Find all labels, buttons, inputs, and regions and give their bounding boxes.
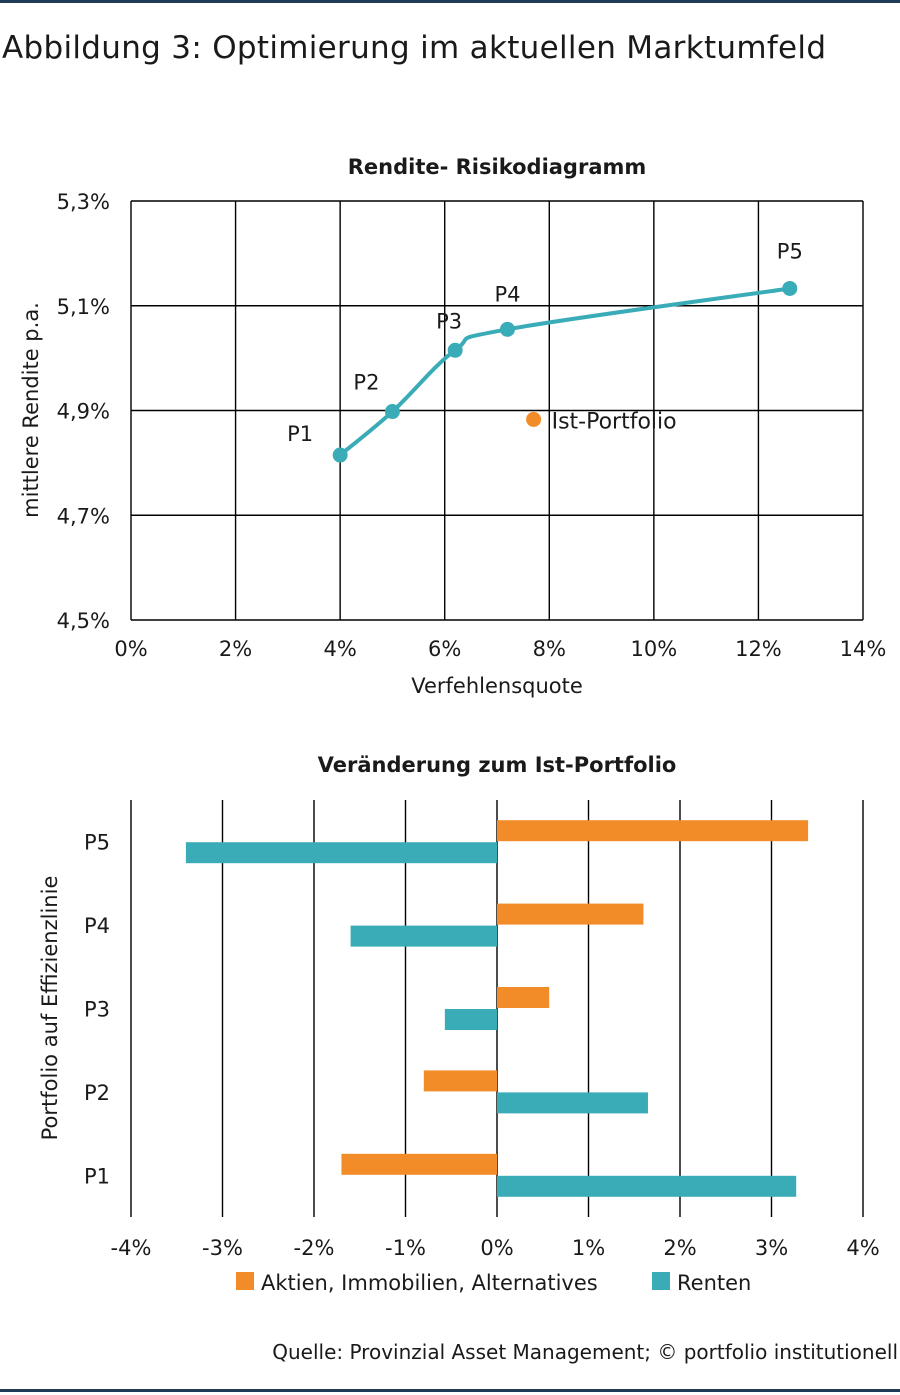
frontier-point-p5	[782, 280, 798, 296]
legend-swatch-aktien	[236, 1272, 254, 1290]
risk-return-y-ticks: 4,5% 4,7% 4,9% 5,1% 5,3%	[57, 190, 110, 633]
frontier-point-p1	[332, 447, 348, 463]
change-chart-x-tick-label: -4%	[111, 1236, 152, 1260]
bar-p2-aktien	[423, 1070, 497, 1092]
change-chart-category-label: P2	[84, 1081, 110, 1105]
risk-return-x-tick-label: 2%	[219, 637, 252, 661]
frontier-point-p2	[384, 404, 400, 420]
risk-return-x-ticks: 0% 2% 4% 6% 8% 10% 12% 14%	[114, 637, 886, 661]
figure-title: Abbildung 3: Optimierung im aktuellen Ma…	[2, 30, 827, 66]
risk-return-y-axis-label: mittlere Rendite p.a.	[19, 302, 43, 518]
risk-return-chart: Rendite- Risikodiagramm 0% 2% 4% 6% 8% 10% 12%…	[19, 155, 886, 698]
risk-return-x-tick-label: 4%	[323, 637, 356, 661]
change-chart-x-ticks: -4% -3% -2% -1% 0% 1% 2% 3% 4%	[111, 1236, 880, 1260]
risk-return-x-tick-label: 14%	[840, 637, 887, 661]
risk-return-x-tick-label: 6%	[428, 637, 461, 661]
risk-return-y-tick-label: 5,1%	[57, 295, 110, 319]
legend-swatch-renten	[652, 1272, 670, 1290]
top-rule	[0, 0, 900, 3]
frontier-point-label: P5	[777, 239, 803, 263]
frontier-point-p3	[447, 342, 463, 358]
bar-p5-aktien	[497, 820, 809, 842]
risk-return-y-tick-label: 4,9%	[57, 400, 110, 424]
ist-portfolio-marker	[526, 411, 542, 427]
change-chart-x-tick-label: -1%	[385, 1236, 426, 1260]
change-chart-title: Veränderung zum Ist-Portfolio	[318, 753, 677, 777]
risk-return-y-tick-label: 5,3%	[57, 190, 110, 214]
frontier-point-label: P4	[494, 282, 520, 306]
change-chart-grid	[130, 800, 864, 1217]
change-chart-category-label: P1	[84, 1164, 110, 1188]
risk-return-x-tick-label: 8%	[533, 637, 566, 661]
change-chart-y-axis-label: Portfolio auf Effizienzlinie	[38, 876, 62, 1141]
change-chart-x-tick-label: -2%	[294, 1236, 335, 1260]
risk-return-x-axis-label: Verfehlensquote	[411, 674, 583, 698]
change-chart-x-tick-label: -3%	[202, 1236, 243, 1260]
risk-return-x-tick-label: 12%	[735, 637, 782, 661]
bar-p1-renten	[497, 1175, 797, 1197]
change-chart-x-tick-label: 1%	[572, 1236, 605, 1260]
source-note: Quelle: Provinzial Asset Management; © p…	[272, 1340, 898, 1364]
change-chart-x-tick-label: 3%	[755, 1236, 788, 1260]
bar-p1-aktien	[341, 1153, 497, 1175]
legend-label-renten: Renten	[677, 1271, 751, 1295]
bar-p4-renten	[350, 925, 497, 947]
change-chart-bars	[185, 820, 809, 1197]
change-chart-category-label: P3	[84, 998, 110, 1022]
change-chart-x-tick-label: 2%	[663, 1236, 696, 1260]
frontier-point-label: P1	[287, 422, 313, 446]
bar-p4-aktien	[497, 903, 644, 925]
ist-portfolio-marker-group: Ist-Portfolio	[526, 409, 677, 434]
change-chart-legend: Aktien, Immobilien, Alternatives Renten	[236, 1271, 751, 1295]
frontier-point-p4	[499, 321, 515, 337]
frontier-point-label: P3	[436, 309, 462, 333]
change-chart-x-tick-label: 4%	[846, 1236, 879, 1260]
risk-return-chart-title: Rendite- Risikodiagramm	[348, 155, 647, 179]
change-chart-x-tick-label: 0%	[480, 1236, 513, 1260]
bar-p3-renten	[444, 1009, 497, 1030]
change-chart-category-label: P4	[84, 914, 110, 938]
risk-return-y-tick-label: 4,7%	[57, 504, 110, 528]
frontier-point-label: P2	[353, 371, 379, 395]
risk-return-y-tick-label: 4,5%	[57, 609, 110, 633]
efficient-frontier-points: P1 P2 P3 P4 P5	[287, 239, 803, 463]
change-chart-categories: P5 P4 P3 P2 P1	[84, 831, 110, 1189]
bar-p5-renten	[185, 842, 497, 864]
efficient-frontier-line	[338, 286, 791, 457]
ist-portfolio-label: Ist-Portfolio	[552, 409, 677, 434]
bottom-rule	[0, 1389, 900, 1392]
bar-p2-renten	[497, 1092, 648, 1114]
legend-label-aktien: Aktien, Immobilien, Alternatives	[261, 1271, 598, 1295]
risk-return-grid	[130, 200, 864, 621]
change-chart: Veränderung zum Ist-Portfolio -4% -3% -2% -…	[38, 753, 880, 1295]
bar-p3-aktien	[497, 987, 550, 1008]
risk-return-x-tick-label: 0%	[114, 637, 147, 661]
change-chart-category-label: P5	[84, 831, 110, 855]
risk-return-x-tick-label: 10%	[631, 637, 678, 661]
